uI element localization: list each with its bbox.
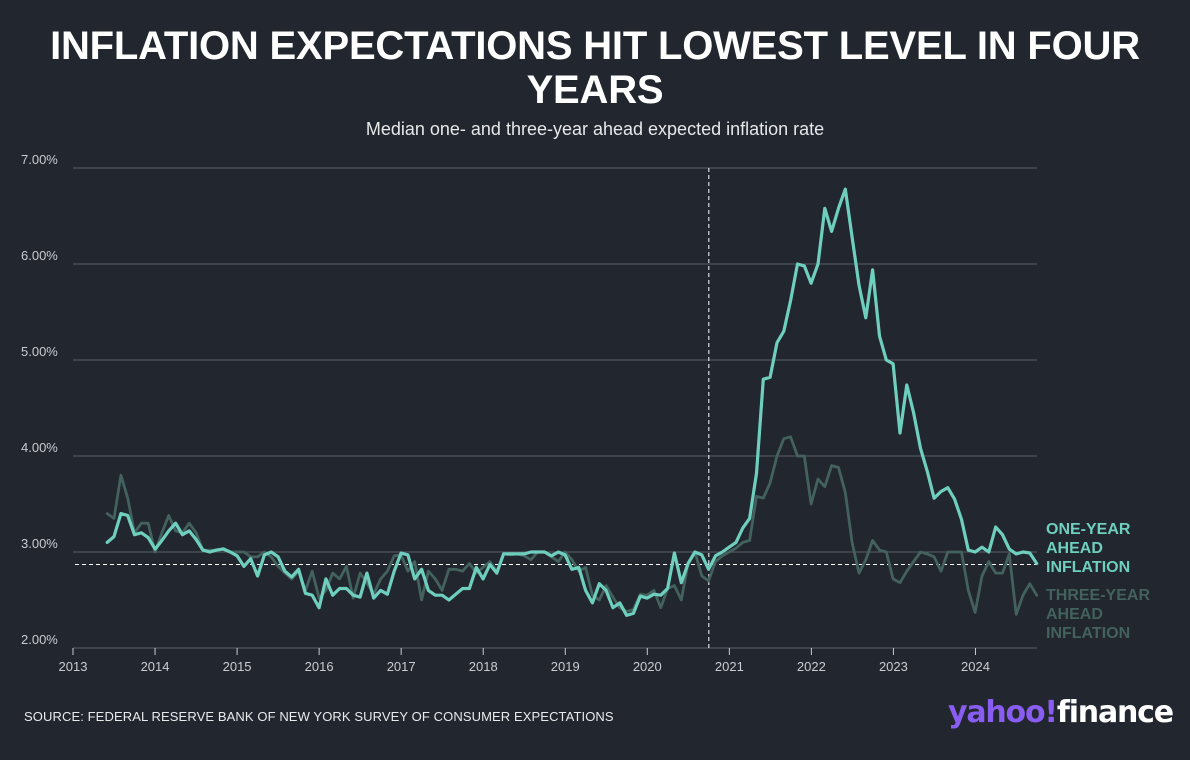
x-tick-label: 2014: [141, 659, 170, 674]
x-tick-label: 2019: [551, 659, 580, 674]
logo-finance: finance: [1056, 695, 1174, 730]
y-tick-label: 6.00%: [21, 248, 58, 263]
series-three-year-line: [105, 435, 1039, 616]
y-tick-label: 4.00%: [21, 440, 58, 455]
x-tick-label: 2013: [59, 659, 88, 674]
legend-three-year: THREE-YEAR AHEAD INFLATION: [1046, 586, 1150, 643]
y-tick-label: 7.00%: [21, 152, 58, 167]
page-subtitle: Median one- and three-year ahead expecte…: [365, 119, 825, 139]
x-tick-label: 2018: [469, 659, 498, 674]
legend-three-year-line-2: AHEAD: [1046, 606, 1103, 623]
x-tick-label: 2016: [305, 659, 334, 674]
yahoo-finance-logo: yahoo!finance: [948, 695, 1174, 730]
logo-yahoo: yahoo!: [948, 695, 1058, 730]
x-tick-label: 2024: [961, 659, 990, 674]
legend-three-year-line-1: THREE-YEAR: [1046, 587, 1151, 604]
x-tick-label: 2022: [797, 659, 826, 674]
x-tick-label: 2015: [223, 659, 252, 674]
legend-one-year: ONE-YEAR AHEAD INFLATION: [1046, 520, 1130, 577]
page-title: INFLATION EXPECTATIONS HIT LOWEST LEVEL …: [50, 24, 1140, 112]
series-one-year-line: [105, 187, 1039, 618]
y-tick-label: 5.00%: [21, 344, 58, 359]
legend-one-year-line-2: AHEAD: [1046, 540, 1103, 557]
y-tick-label: 3.00%: [21, 536, 58, 551]
y-tick-label: 2.00%: [21, 632, 58, 647]
source-note: SOURCE: FEDERAL RESERVE BANK OF NEW YORK…: [24, 709, 614, 724]
x-tick-label: 2017: [387, 659, 416, 674]
legend-one-year-line-3: INFLATION: [1046, 559, 1131, 576]
legend-one-year-line-1: ONE-YEAR: [1046, 521, 1131, 538]
x-tick-label: 2023: [879, 659, 908, 674]
x-tick-label: 2020: [633, 659, 662, 674]
x-tick-label: 2021: [715, 659, 744, 674]
legend-three-year-line-3: INFLATION: [1046, 625, 1131, 642]
